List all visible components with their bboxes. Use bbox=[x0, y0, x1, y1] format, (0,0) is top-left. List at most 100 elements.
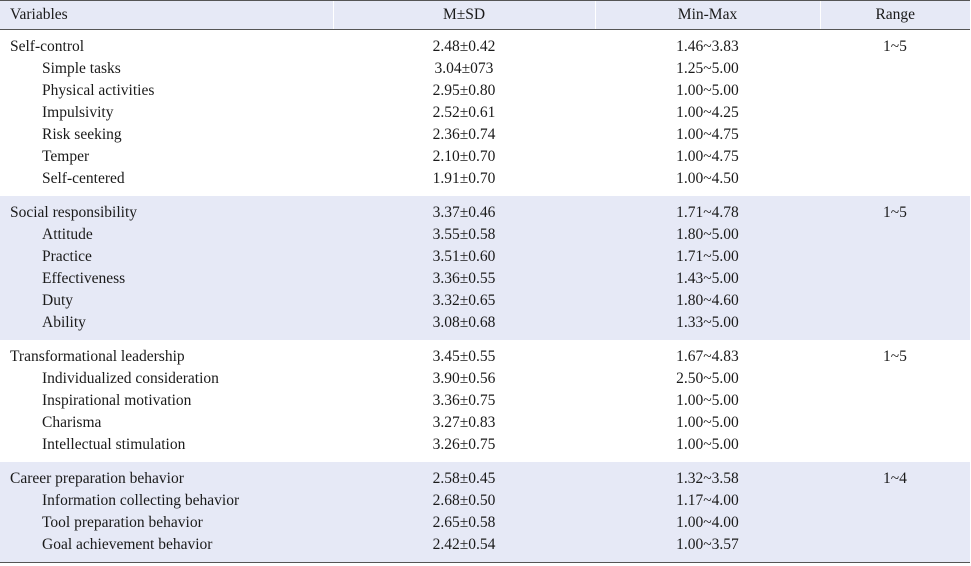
table-row: Intellectual stimulation 3.26±0.75 1.00~5.… bbox=[0, 434, 970, 456]
table-row: Effectiveness 3.36±0.55 1.43~5.00 bbox=[0, 268, 970, 290]
subvariable-name: Individualized consideration bbox=[42, 370, 219, 387]
range: 1~5 bbox=[883, 204, 907, 221]
min-max: 1.00~5.00 bbox=[676, 414, 739, 431]
min-max: 2.50~5.00 bbox=[676, 370, 739, 387]
table-row: Inspirational motivation 3.36±0.75 1.00~5.… bbox=[0, 390, 970, 412]
table-row: Information collecting behavior 2.68±0.50… bbox=[0, 490, 970, 512]
header-min-max: Min-Max bbox=[594, 0, 820, 30]
mean-sd: 2.48±0.42 bbox=[432, 38, 496, 55]
range: 1~4 bbox=[883, 470, 907, 487]
table-row: Practice 3.51±0.60 1.71~5.00 bbox=[0, 246, 970, 268]
range: 1~5 bbox=[883, 38, 907, 55]
table-row: Self-centered 1.91±0.70 1.00~4.50 bbox=[0, 168, 970, 190]
table-row: Duty 3.32±0.65 1.80~4.60 bbox=[0, 290, 970, 312]
header-variables: Variables bbox=[0, 0, 333, 30]
table-row: Tool preparation behavior 2.65±0.58 1.00~4… bbox=[0, 512, 970, 534]
subvariable-name: Physical activities bbox=[42, 82, 155, 99]
range: 1~5 bbox=[883, 348, 907, 365]
mean-sd: 3.04±073 bbox=[434, 60, 494, 77]
group-row: Social responsibility 3.37±0.46 1.71~4.7… bbox=[0, 202, 970, 224]
subvariable-name: Charisma bbox=[42, 414, 102, 431]
subvariable-name: Effectiveness bbox=[42, 270, 126, 287]
min-max: 1.71~4.78 bbox=[676, 204, 739, 221]
header-range: Range bbox=[819, 0, 970, 30]
subvariable-name: Tool preparation behavior bbox=[42, 514, 203, 531]
mean-sd: 3.51±0.60 bbox=[432, 248, 496, 265]
header-mean-sd: M±SD bbox=[332, 0, 595, 30]
min-max: 1.43~5.00 bbox=[676, 270, 739, 287]
mean-sd: 2.68±0.50 bbox=[432, 492, 496, 509]
table-row: Individualized consideration 3.90±0.56 2.5… bbox=[0, 368, 970, 390]
table-row: Simple tasks 3.04±073 1.25~5.00 bbox=[0, 58, 970, 80]
table-row: Charisma 3.27±0.83 1.00~5.00 bbox=[0, 412, 970, 434]
table-row: Temper 2.10±0.70 1.00~4.75 bbox=[0, 146, 970, 168]
variable-name: Career preparation behavior bbox=[10, 470, 184, 487]
mean-sd: 3.08±0.68 bbox=[432, 314, 496, 331]
table-row: Physical activities 2.95±0.80 1.00~5.00 bbox=[0, 80, 970, 102]
min-max: 1.80~5.00 bbox=[676, 226, 739, 243]
table-row: Attitude 3.55±0.58 1.80~5.00 bbox=[0, 224, 970, 246]
variable-name: Social responsibility bbox=[10, 204, 138, 221]
subvariable-name: Intellectual stimulation bbox=[42, 436, 186, 453]
subvariable-name: Duty bbox=[42, 292, 73, 309]
subvariable-name: Impulsivity bbox=[42, 104, 114, 121]
mean-sd: 2.95±0.80 bbox=[432, 82, 496, 99]
min-max: 1.00~4.25 bbox=[676, 104, 739, 121]
mean-sd: 3.55±0.58 bbox=[432, 226, 496, 243]
group-transformational-leadership: Transformational leadership 3.45±0.55 1.… bbox=[0, 340, 970, 462]
min-max: 1.00~4.75 bbox=[676, 148, 739, 165]
group-self-control: Self-control 2.48±0.42 1.46~3.83 1~5 Sim… bbox=[0, 30, 970, 197]
mean-sd: 2.42±0.54 bbox=[432, 536, 496, 553]
table-row: Risk seeking 2.36±0.74 1.00~4.75 bbox=[0, 124, 970, 146]
variable-name: Self-control bbox=[10, 38, 85, 55]
min-max: 1.00~4.00 bbox=[676, 514, 739, 531]
group-career-preparation-behavior: Career preparation behavior 2.58±0.45 1.… bbox=[0, 462, 970, 563]
subvariable-name: Self-centered bbox=[42, 170, 125, 187]
min-max: 1.32~3.58 bbox=[676, 470, 739, 487]
mean-sd: 3.36±0.75 bbox=[432, 392, 496, 409]
group-row: Career preparation behavior 2.58±0.45 1.… bbox=[0, 468, 970, 490]
min-max: 1.00~4.75 bbox=[676, 126, 739, 143]
mean-sd: 2.58±0.45 bbox=[432, 470, 496, 487]
variable-name: Transformational leadership bbox=[10, 348, 185, 365]
subvariable-name: Goal achievement behavior bbox=[42, 536, 213, 553]
mean-sd: 2.36±0.74 bbox=[432, 126, 496, 143]
min-max: 1.67~4.83 bbox=[676, 348, 739, 365]
subvariable-name: Attitude bbox=[42, 226, 93, 243]
min-max: 1.00~5.00 bbox=[676, 82, 739, 99]
mean-sd: 3.36±0.55 bbox=[432, 270, 496, 287]
subvariable-name: Practice bbox=[42, 248, 92, 265]
mean-sd: 2.52±0.61 bbox=[432, 104, 496, 121]
mean-sd: 1.91±0.70 bbox=[432, 170, 496, 187]
subvariable-name: Temper bbox=[42, 148, 90, 165]
min-max: 1.17~4.00 bbox=[676, 492, 739, 509]
mean-sd: 2.10±0.70 bbox=[432, 148, 496, 165]
min-max: 1.71~5.00 bbox=[676, 248, 739, 265]
group-row: Self-control 2.48±0.42 1.46~3.83 1~5 bbox=[0, 36, 970, 58]
mean-sd: 3.37±0.46 bbox=[432, 204, 496, 221]
mean-sd: 3.27±0.83 bbox=[432, 414, 496, 431]
group-social-responsibility: Social responsibility 3.37±0.46 1.71~4.7… bbox=[0, 196, 970, 340]
subvariable-name: Ability bbox=[42, 314, 86, 331]
mean-sd: 3.90±0.56 bbox=[432, 370, 496, 387]
subvariable-name: Information collecting behavior bbox=[42, 492, 240, 509]
table-row: Impulsivity 2.52±0.61 1.00~4.25 bbox=[0, 102, 970, 124]
header-row: Variables M±SD Min-Max Range bbox=[0, 0, 970, 30]
min-max: 1.46~3.83 bbox=[676, 38, 739, 55]
min-max: 1.00~3.57 bbox=[676, 536, 739, 553]
min-max: 1.00~5.00 bbox=[676, 392, 739, 409]
min-max: 1.25~5.00 bbox=[676, 60, 739, 77]
table-row: Goal achievement behavior 2.42±0.54 1.00~3… bbox=[0, 534, 970, 556]
subvariable-name: Inspirational motivation bbox=[42, 392, 192, 409]
min-max: 1.33~5.00 bbox=[676, 314, 739, 331]
group-row: Transformational leadership 3.45±0.55 1.… bbox=[0, 346, 970, 368]
min-max: 1.00~4.50 bbox=[676, 170, 739, 187]
min-max: 1.00~5.00 bbox=[676, 436, 739, 453]
subvariable-name: Simple tasks bbox=[42, 60, 121, 77]
mean-sd: 3.26±0.75 bbox=[432, 436, 496, 453]
mean-sd: 2.65±0.58 bbox=[432, 514, 496, 531]
min-max: 1.80~4.60 bbox=[676, 292, 739, 309]
mean-sd: 3.45±0.55 bbox=[432, 348, 496, 365]
